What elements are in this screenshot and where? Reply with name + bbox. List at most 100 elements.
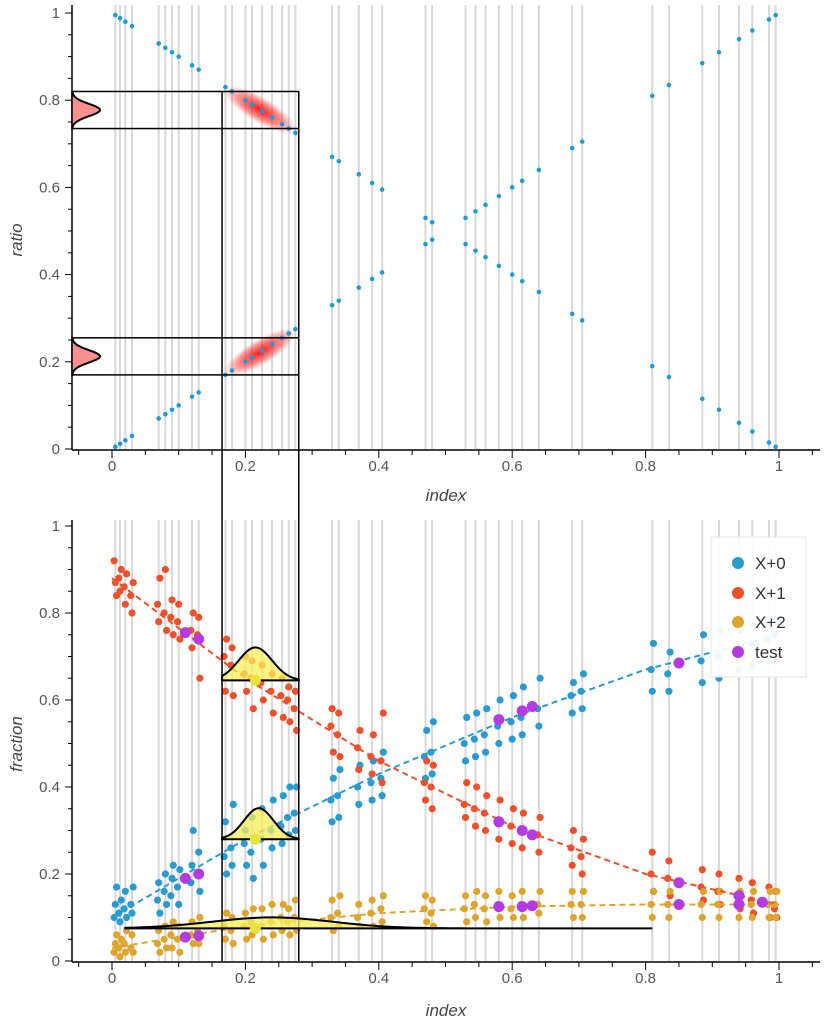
point-x2 xyxy=(509,913,517,922)
ratio-point xyxy=(699,60,705,66)
legend-item-test[interactable]: test xyxy=(732,643,783,662)
ratio-point xyxy=(519,178,525,184)
ratio-point xyxy=(736,420,742,426)
point-x0 xyxy=(121,887,129,896)
top-plot[interactable] xyxy=(113,12,778,450)
point-x1 xyxy=(428,805,436,813)
point-x1 xyxy=(735,874,743,882)
point-x2 xyxy=(377,905,385,913)
point-x0 xyxy=(129,883,137,891)
point-x2 xyxy=(285,905,293,913)
point-x2 xyxy=(715,913,723,922)
point-x0 xyxy=(428,770,436,778)
ratio-kde xyxy=(71,336,102,376)
point-x1 xyxy=(121,600,129,608)
point-x0 xyxy=(176,866,184,874)
point-x0 xyxy=(509,692,517,700)
x-tick-label: 0.6 xyxy=(502,970,523,987)
y-tick-label: 0 xyxy=(52,953,60,970)
point-x1 xyxy=(110,557,118,565)
point-x1 xyxy=(128,609,136,617)
point-x2 xyxy=(167,931,175,939)
ratio-point xyxy=(156,416,161,421)
ratio-point xyxy=(356,172,362,177)
point-x1 xyxy=(122,570,131,578)
point-x1 xyxy=(269,709,277,717)
point-x1 xyxy=(473,783,481,791)
point-x1 xyxy=(189,609,197,617)
y-tick-label: 0.4 xyxy=(39,779,60,796)
density-blob-lower xyxy=(223,327,297,377)
point-x1 xyxy=(369,731,377,739)
point-x2 xyxy=(269,931,277,939)
ratio-point xyxy=(423,215,428,221)
point-x1 xyxy=(188,644,196,652)
point-test xyxy=(756,896,768,908)
point-x2 xyxy=(567,900,575,909)
ratio-point xyxy=(766,17,772,22)
point-x1 xyxy=(129,578,137,587)
point-x2 xyxy=(648,913,656,922)
ratio-point xyxy=(716,407,722,413)
point-x2 xyxy=(259,935,267,943)
y-tick-label: 0.2 xyxy=(39,866,60,883)
point-x0 xyxy=(336,766,344,774)
ratio-point xyxy=(259,108,265,114)
point-test xyxy=(179,931,191,943)
ratio-point xyxy=(189,394,195,399)
point-x0 xyxy=(664,670,672,678)
point-x2 xyxy=(518,887,526,896)
ratio-point xyxy=(569,145,575,151)
point-x2 xyxy=(423,918,431,926)
point-x0 xyxy=(496,696,504,704)
legend[interactable]: X+0 X+1 X+2 test xyxy=(710,536,807,678)
y-tick-label: 0.6 xyxy=(39,692,60,709)
legend-label: X+0 xyxy=(755,554,786,573)
point-x1 xyxy=(329,748,337,756)
ratio-point xyxy=(509,185,515,190)
point-x1 xyxy=(279,713,287,722)
point-x1 xyxy=(169,631,177,639)
point-x1 xyxy=(577,853,585,861)
point-x1 xyxy=(508,839,516,848)
point-x1 xyxy=(518,844,526,852)
point-x1 xyxy=(196,674,204,682)
point-x0 xyxy=(269,796,277,804)
ratio-point xyxy=(269,115,275,120)
point-x0 xyxy=(247,848,255,856)
ratio-point xyxy=(259,348,265,354)
point-x1 xyxy=(578,870,586,878)
ratio-point xyxy=(156,41,161,46)
legend-item-x0[interactable]: X+0 xyxy=(732,554,786,573)
point-x1 xyxy=(470,805,478,813)
point-x1 xyxy=(283,696,292,704)
selection-overlay[interactable] xyxy=(71,90,653,961)
ratio-point xyxy=(666,374,672,380)
ratio-point xyxy=(716,49,722,55)
legend-item-x2[interactable]: X+2 xyxy=(732,613,786,632)
point-x1 xyxy=(286,718,294,726)
point-x2 xyxy=(241,909,249,917)
bottom-plot[interactable] xyxy=(110,557,781,961)
point-x2 xyxy=(279,900,287,909)
legend-swatch xyxy=(732,646,744,658)
ratio-point xyxy=(473,248,478,253)
point-x1 xyxy=(698,866,706,874)
point-x0 xyxy=(470,735,478,743)
point-x1 xyxy=(229,692,237,700)
ratio-point xyxy=(336,158,342,164)
point-x1 xyxy=(336,752,344,761)
ratio-point xyxy=(123,19,128,25)
ratio-point xyxy=(356,285,362,290)
y-tick-label: 1 xyxy=(52,5,60,22)
top-y-axis-label: ratio xyxy=(7,223,26,256)
point-x2 xyxy=(463,918,471,926)
ratio-point xyxy=(579,318,585,323)
point-x0 xyxy=(481,748,490,756)
legend-item-x1[interactable]: X+1 xyxy=(732,584,786,603)
point-x2 xyxy=(291,896,300,904)
point-x1 xyxy=(379,709,387,717)
point-x2 xyxy=(714,900,722,909)
point-test xyxy=(493,816,505,828)
ratio-point xyxy=(750,429,755,434)
